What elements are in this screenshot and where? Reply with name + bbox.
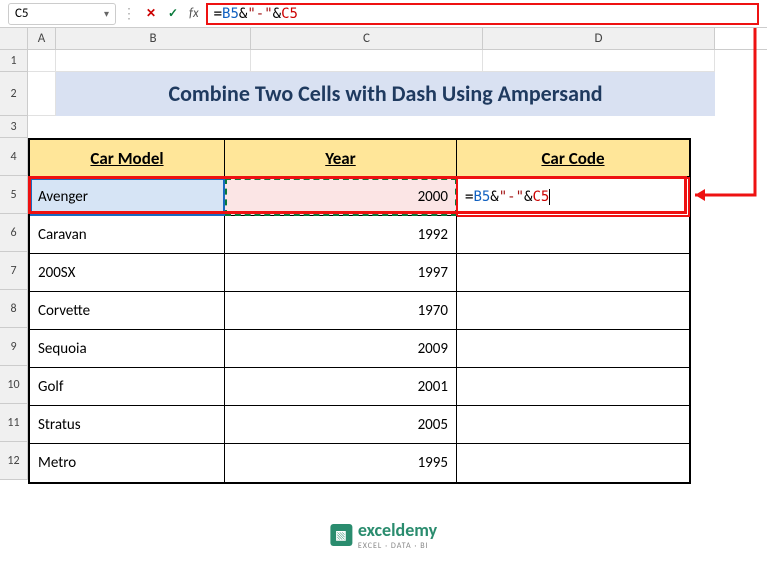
table-row: Sequoia 2009 [30,330,689,368]
cell[interactable]: Metro [30,444,225,482]
header-year[interactable]: Year [225,140,457,178]
cell[interactable]: 2005 [225,406,457,444]
separator: ⋮ [120,5,138,22]
cancel-icon[interactable]: ✕ [142,5,160,23]
logo-tagline: EXCEL · DATA · BI [358,541,437,551]
cell[interactable]: 2009 [225,330,457,368]
formula-ref-b: B5 [222,6,239,22]
formula-ref-c: C5 [281,6,298,22]
cell[interactable]: 2001 [225,368,457,406]
row-header-12[interactable]: 12 [0,442,28,480]
table-row: Avenger 2000 =B5&"-"&C5 [30,178,689,216]
row-header-3[interactable]: 3 [0,116,28,138]
formula-eq: = [214,6,222,22]
table-row: Corvette 1970 [30,292,689,330]
table-row: Golf 2001 [30,368,689,406]
cell[interactable]: Corvette [30,292,225,330]
cell[interactable]: Caravan [30,216,225,254]
logo-name: exceldemy [358,519,437,541]
cell[interactable] [457,330,689,368]
cell-b5[interactable]: Avenger [30,178,225,216]
row-header-7[interactable]: 7 [0,252,28,290]
cell[interactable] [251,50,483,72]
select-all-corner[interactable] [0,28,28,50]
cell[interactable] [457,406,689,444]
cell[interactable]: Sequoia [30,330,225,368]
data-table: Car Model Year Car Code Avenger 2000 =B5… [28,138,691,484]
cell[interactable]: Stratus [30,406,225,444]
column-headers: A B C D [0,28,767,50]
row-header-9[interactable]: 9 [0,328,28,366]
table-header-row: Car Model Year Car Code [30,140,689,178]
table-row: Caravan 1992 [30,216,689,254]
table-row: Metro 1995 [30,444,689,482]
logo: ▧ exceldemy EXCEL · DATA · BI [330,519,437,551]
row-headers: 1 2 3 4 5 6 7 8 9 10 11 12 [0,50,28,480]
cell[interactable] [457,368,689,406]
chevron-down-icon: ▾ [104,7,109,20]
spreadsheet: A B C D 1 2 3 4 5 6 7 8 9 10 11 12 Combi… [0,28,767,480]
cell[interactable] [483,50,715,72]
cell-c5[interactable]: 2000 [225,178,457,216]
header-code[interactable]: Car Code [457,140,689,178]
cell[interactable] [28,72,56,116]
formula-input[interactable]: =B5&"-"&C5 [206,3,759,25]
row-header-2[interactable]: 2 [0,72,28,116]
cell[interactable] [457,444,689,482]
cell[interactable]: 200SX [30,254,225,292]
col-header-C[interactable]: C [251,28,483,49]
cell[interactable] [457,292,689,330]
formula-amp2: & [273,6,281,22]
row-header-6[interactable]: 6 [0,214,28,252]
table-row: 200SX 1997 [30,254,689,292]
row-header-5[interactable]: 5 [0,176,28,214]
table-row: Stratus 2005 [30,406,689,444]
row-header-11[interactable]: 11 [0,404,28,442]
cell[interactable]: 1992 [225,216,457,254]
row-header-4[interactable]: 4 [0,138,28,176]
cell[interactable] [457,216,689,254]
formula-bar: C5 ▾ ⋮ ✕ ✓ fx =B5&"-"&C5 [0,0,767,28]
name-box-value: C5 [15,6,29,21]
cell[interactable] [457,254,689,292]
cell-d5[interactable]: =B5&"-"&C5 [457,178,689,216]
col-header-D[interactable]: D [483,28,715,49]
title-cell[interactable]: Combine Two Cells with Dash Using Ampers… [56,72,715,116]
header-model[interactable]: Car Model [30,140,225,178]
formula-amp1: & [239,6,247,22]
logo-icon: ▧ [330,524,352,546]
cell[interactable]: Golf [30,368,225,406]
cell[interactable]: 1970 [225,292,457,330]
cell[interactable] [56,50,251,72]
row-header-10[interactable]: 10 [0,366,28,404]
cell[interactable]: 1995 [225,444,457,482]
row-header-8[interactable]: 8 [0,290,28,328]
fx-icon[interactable]: fx [186,6,202,21]
col-header-B[interactable]: B [56,28,251,49]
name-box[interactable]: C5 ▾ [8,3,116,25]
row-header-1[interactable]: 1 [0,50,28,72]
confirm-icon[interactable]: ✓ [164,5,182,23]
cell[interactable]: 1997 [225,254,457,292]
cell[interactable] [28,50,56,72]
formula-str: "-" [247,6,272,22]
col-header-A[interactable]: A [28,28,56,49]
